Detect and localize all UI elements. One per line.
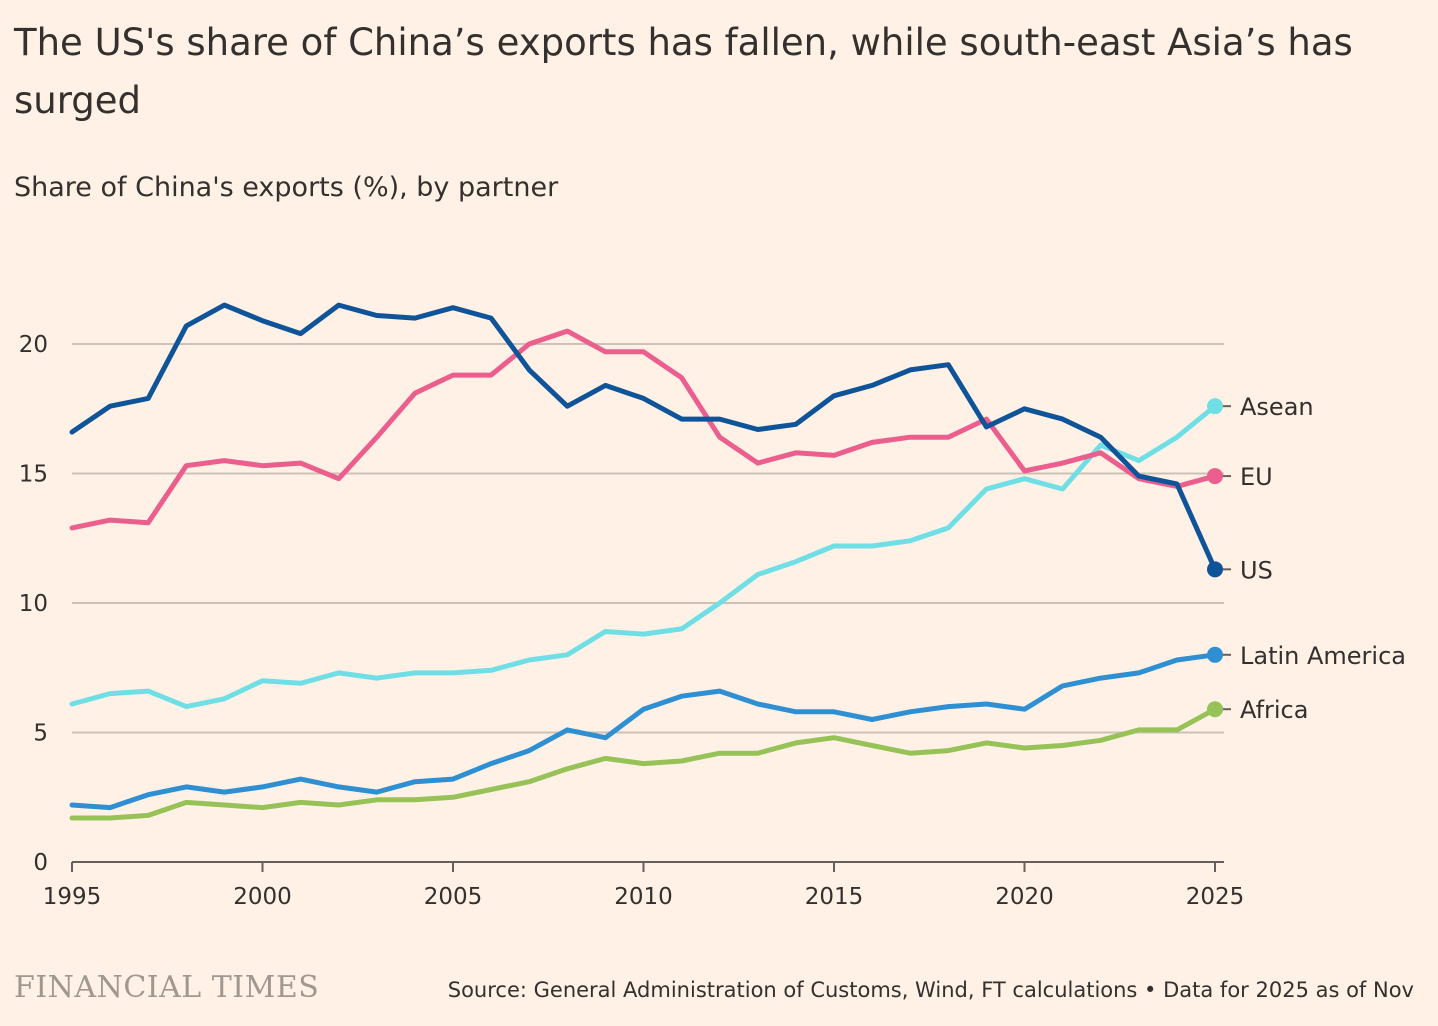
- series-label-latin-america: Latin America: [1240, 642, 1406, 670]
- end-marker-asean: [1207, 398, 1223, 415]
- end-marker-eu: [1207, 468, 1223, 485]
- x-tick-label: 2005: [424, 884, 483, 910]
- series-line-asean: [69, 403, 1218, 710]
- chart-subtitle: Share of China's exports (%), by partner: [14, 172, 559, 203]
- y-tick-label: 20: [19, 332, 48, 358]
- y-tick-label: 5: [33, 721, 48, 747]
- end-marker-us: [1207, 561, 1223, 578]
- x-tick-label: 2025: [1186, 884, 1245, 910]
- x-tick-label: 2020: [995, 884, 1054, 910]
- series-label-asean: Asean: [1240, 393, 1314, 421]
- series-line-africa: [69, 706, 1218, 821]
- y-tick-label: 0: [33, 850, 48, 876]
- y-tick-label: 15: [19, 462, 48, 488]
- ft-logo: FINANCIAL TIMES: [14, 970, 320, 1005]
- y-tick-label: 10: [19, 591, 48, 617]
- series-line-eu: [69, 328, 1218, 531]
- series-labels: US EU Asean Latin America Africa: [1207, 393, 1406, 724]
- x-axis: 1995 2000 2005 2010 2015 2020 2025: [43, 861, 1245, 910]
- chart-title: The US's share of China’s exports has fa…: [14, 21, 1353, 122]
- series-label-africa: Africa: [1240, 696, 1308, 724]
- series-line-us: [69, 302, 1218, 572]
- x-tick-label: 2010: [614, 884, 673, 910]
- x-tick-label: 2015: [805, 884, 864, 910]
- y-axis-ticks: 0 5 10 15 20: [19, 332, 48, 876]
- series-label-us: US: [1240, 556, 1273, 584]
- series-line-latin-america: [69, 652, 1218, 811]
- end-marker-africa: [1207, 701, 1223, 718]
- series-lines: [69, 302, 1218, 821]
- x-tick-label: 2000: [233, 884, 292, 910]
- series-label-eu: EU: [1240, 463, 1273, 491]
- gridlines: [72, 343, 1224, 734]
- x-tick-label: 1995: [43, 884, 102, 910]
- source-note: Source: General Administration of Custom…: [447, 978, 1414, 1002]
- end-marker-latin-america: [1207, 646, 1223, 663]
